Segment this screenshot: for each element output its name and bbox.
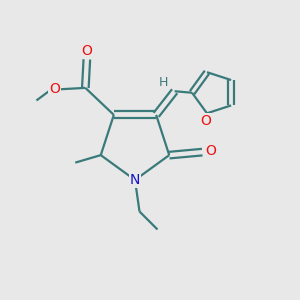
Text: H: H [158, 76, 168, 89]
Text: N: N [130, 173, 140, 187]
Text: O: O [200, 114, 211, 128]
Text: O: O [81, 44, 92, 58]
Text: O: O [205, 144, 216, 158]
Text: O: O [49, 82, 60, 96]
